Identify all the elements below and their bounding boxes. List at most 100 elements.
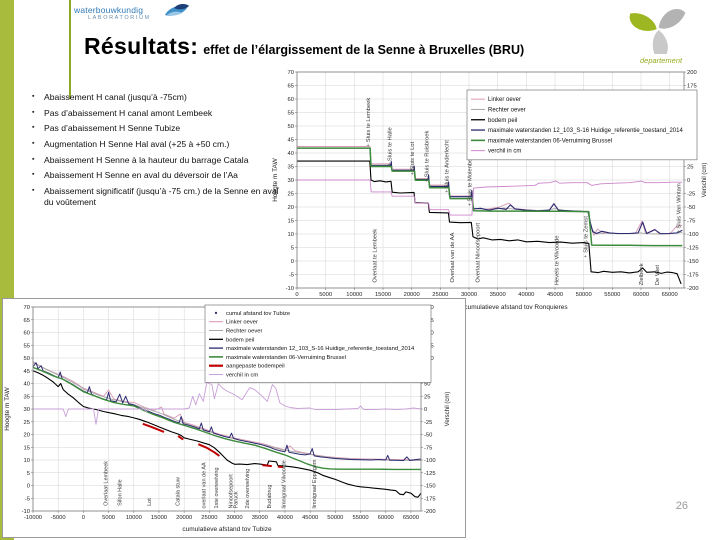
y-tick-label-left: 10 [288,232,294,238]
annotation-label: Paruck [234,491,240,508]
y-tick-label-right: 25 [424,394,430,400]
series-aangepaste-bodempeil [142,422,165,433]
annotation-label: 2de overwelving [245,469,251,509]
bullet-item: Augmentation H Senne Hal aval (+25 à +50… [30,139,284,150]
swirl-icon [165,3,189,16]
y-tick-label-left: 55 [24,343,30,349]
x-tick-label: 5000 [319,292,332,298]
y-tick-label-left: 45 [24,369,30,375]
series-aangepaste-bodempeil [277,465,283,469]
y-tick-label-right: 0 [424,407,427,413]
bullet-item: Abaissement H canal (jusqu’à -75cm) [30,92,284,103]
logo-waterbouwkundig: waterbouwkundig LABORATORIUM [74,3,194,39]
y-tick-label-right: -75 [687,219,695,225]
y-tick-label-left: 70 [288,70,294,76]
legend-box [466,89,698,161]
y-tick-label-left: -5 [25,496,30,502]
annotation-label: Sluis te Anderlecht [445,140,451,188]
annotation-label: Hevels te Vilvoorde [555,235,561,285]
annotation-label: limnigraaf Vilvoorde [281,460,287,508]
y-tick-label-right: 175 [687,84,697,90]
x-tick-label: 5000 [102,515,115,521]
y-tick-label-left: 0 [27,484,30,490]
y-tick-label-left: 65 [24,318,30,324]
annotation-label: Sluis te Zemst [583,216,589,253]
y-tick-label-left: 15 [24,445,30,451]
annotation-marker: + [468,203,471,209]
x-tick-label: -5000 [51,515,66,521]
y-tick-label-right: -100 [424,458,436,464]
y-tick-label-left: -10 [22,509,30,515]
y-tick-label-left: 35 [288,165,294,171]
y-tick-label-left: 35 [24,394,30,400]
y-tick-label-right: -25 [687,192,695,198]
y-axis-label-left: Hoogte m TAW [4,386,11,430]
y-tick-label-left: 30 [24,407,30,413]
y-tick-label-right: -200 [687,286,699,292]
x-tick-label: 25000 [201,515,217,521]
page-title: Résultats: effet de l’élargissement de la… [84,33,684,60]
y-tick-label-left: 50 [24,356,30,362]
legend-label: maximale waterstanden 12_103_S-16 Huidig… [226,346,415,352]
logo-left-line2: LABORATORIUM [88,15,151,21]
x-tick-label: 35000 [490,292,506,298]
annotation-marker: + [584,254,587,260]
annotation-label: De Vliet [655,265,661,286]
logo-departement: departement [628,2,716,68]
annotation-label: Sluis te Lot [410,141,416,170]
y-tick-label-left: 30 [288,178,294,184]
series-max-waterstanden-verruiming [32,366,421,471]
legend-label: maximale waterstanden 06-Verruiming Brus… [226,355,346,361]
legend-label: aangepaste bodempeil [226,364,285,370]
series-bodem-peil [297,160,682,285]
y-tick-label-right: 200 [687,70,697,76]
x-tick-label: 55000 [352,515,368,521]
annotation-label: Sluis te Molenbeek [468,153,474,202]
x-tick-label: 10000 [346,292,362,298]
x-tick-label: 0 [295,292,298,298]
y-tick-label-left: 0 [291,259,294,265]
annotation-label: Sifon Halle [118,479,124,506]
annotation-label: overlaat van de AA [201,462,207,509]
y-tick-label-left: 60 [24,331,30,337]
legend-box [204,304,432,383]
annotation-label: Ninoofsepoort [229,474,235,509]
series-verschil [33,382,422,425]
y-tick-label-right: 0 [687,178,690,184]
y-tick-label-right: -125 [424,471,436,477]
x-tick-label: 20000 [176,515,192,521]
x-tick-label: 60000 [633,292,649,298]
bullet-item: Abaissement H Senne à la hauteur du barr… [30,155,284,166]
x-tick-label: 30000 [461,292,477,298]
y-tick-label-left: 25 [288,192,294,198]
legend-label: maximale waterstanden 12_103_S-16 Huidig… [488,128,683,134]
y-tick-label-right: -50 [424,433,432,439]
x-tick-label: 60000 [378,515,394,521]
y-tick-label-left: -10 [286,286,294,292]
series-aangepaste-bodempeil [197,443,220,457]
title-main: Résultats: [84,33,199,59]
legend-label: Rechter oever [226,329,262,335]
y-tick-label-left: 50 [288,124,294,130]
canal-water-level-chart: Sluis te Lembeek + Sluis te Halle + Sluis te… [270,62,710,314]
y-tick-label-right: 25 [687,165,693,171]
y-tick-label-left: 60 [288,97,294,103]
y-tick-label-right: -175 [424,496,436,502]
y-tick-label-right: -150 [687,259,699,265]
y-tick-label-left: 20 [288,205,294,211]
annotation-label: limnigraaf Eppegem [312,459,318,508]
series-aangepaste-bodempeil [177,435,184,441]
legend-label: verchil in cm [226,373,258,379]
series-aangepaste-bodempeil [262,464,272,468]
x-tick-label: 65000 [662,292,678,298]
pinwheel-icon [629,9,686,61]
annotation-label: Overlaat Lembeek [104,461,110,506]
y-tick-label-left: 10 [24,458,30,464]
logo-left-line1: waterbouwkundig [74,5,144,15]
legend-label: verchil in cm [488,149,521,155]
y-tick-label-right: -100 [687,232,699,238]
x-tick-label: -10000 [24,515,42,521]
legend-label: bodem peil [488,118,517,124]
annotation-label: Zielbeek [639,263,645,285]
annotation-marker: + [425,178,428,184]
